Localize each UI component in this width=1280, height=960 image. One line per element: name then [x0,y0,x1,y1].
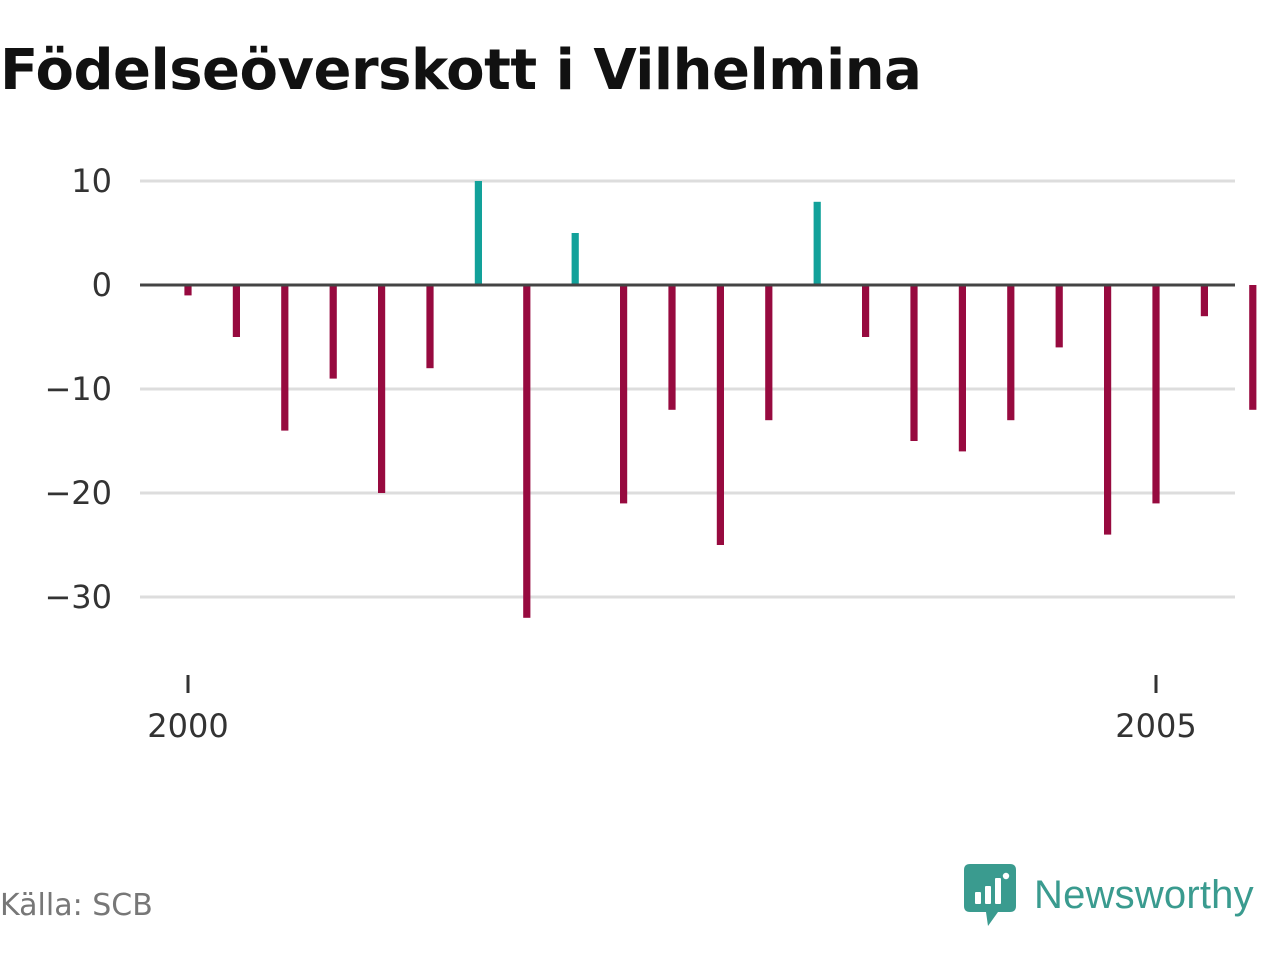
bar [1055,285,1063,348]
bar [184,285,192,296]
bar [378,285,386,493]
brand-name: Newsworthy [1034,872,1254,917]
x-axis: 200020052010201520202025 [147,675,1197,745]
y-tick-label: 0 [92,266,112,304]
y-tick-label: −20 [44,474,112,512]
bar [523,285,531,618]
bar [765,285,773,421]
bar [232,285,240,337]
bar [1249,285,1257,410]
y-tick-label: −30 [44,578,112,616]
x-tick-label: 2000 [147,707,228,745]
source-note: Källa: SCB [0,888,153,923]
bar [1152,285,1160,504]
bar [910,285,918,441]
bar [571,233,579,285]
y-tick-label: −10 [44,370,112,408]
bar-chart-bubble-icon [964,864,1016,926]
bar [1104,285,1112,535]
gridlines [140,179,1235,599]
bar [813,201,821,285]
bar [620,285,628,504]
bar [1200,285,1208,317]
bar [716,285,724,545]
bar [329,285,337,379]
bar [474,181,482,285]
bar [1007,285,1015,421]
y-axis: 10 0 −10 −20 −30 [44,162,112,616]
bar [668,285,676,410]
chart-title: Födelseöverskott i Vilhelmina [0,38,922,103]
bar-series [140,181,1257,618]
bar [958,285,966,452]
x-tick-label: 2005 [1115,707,1196,745]
bar [281,285,289,431]
bar [426,285,434,369]
y-tick-label: 10 [71,162,112,200]
bar [862,285,870,337]
newsworthy-logo: Newsworthy [964,864,1254,926]
